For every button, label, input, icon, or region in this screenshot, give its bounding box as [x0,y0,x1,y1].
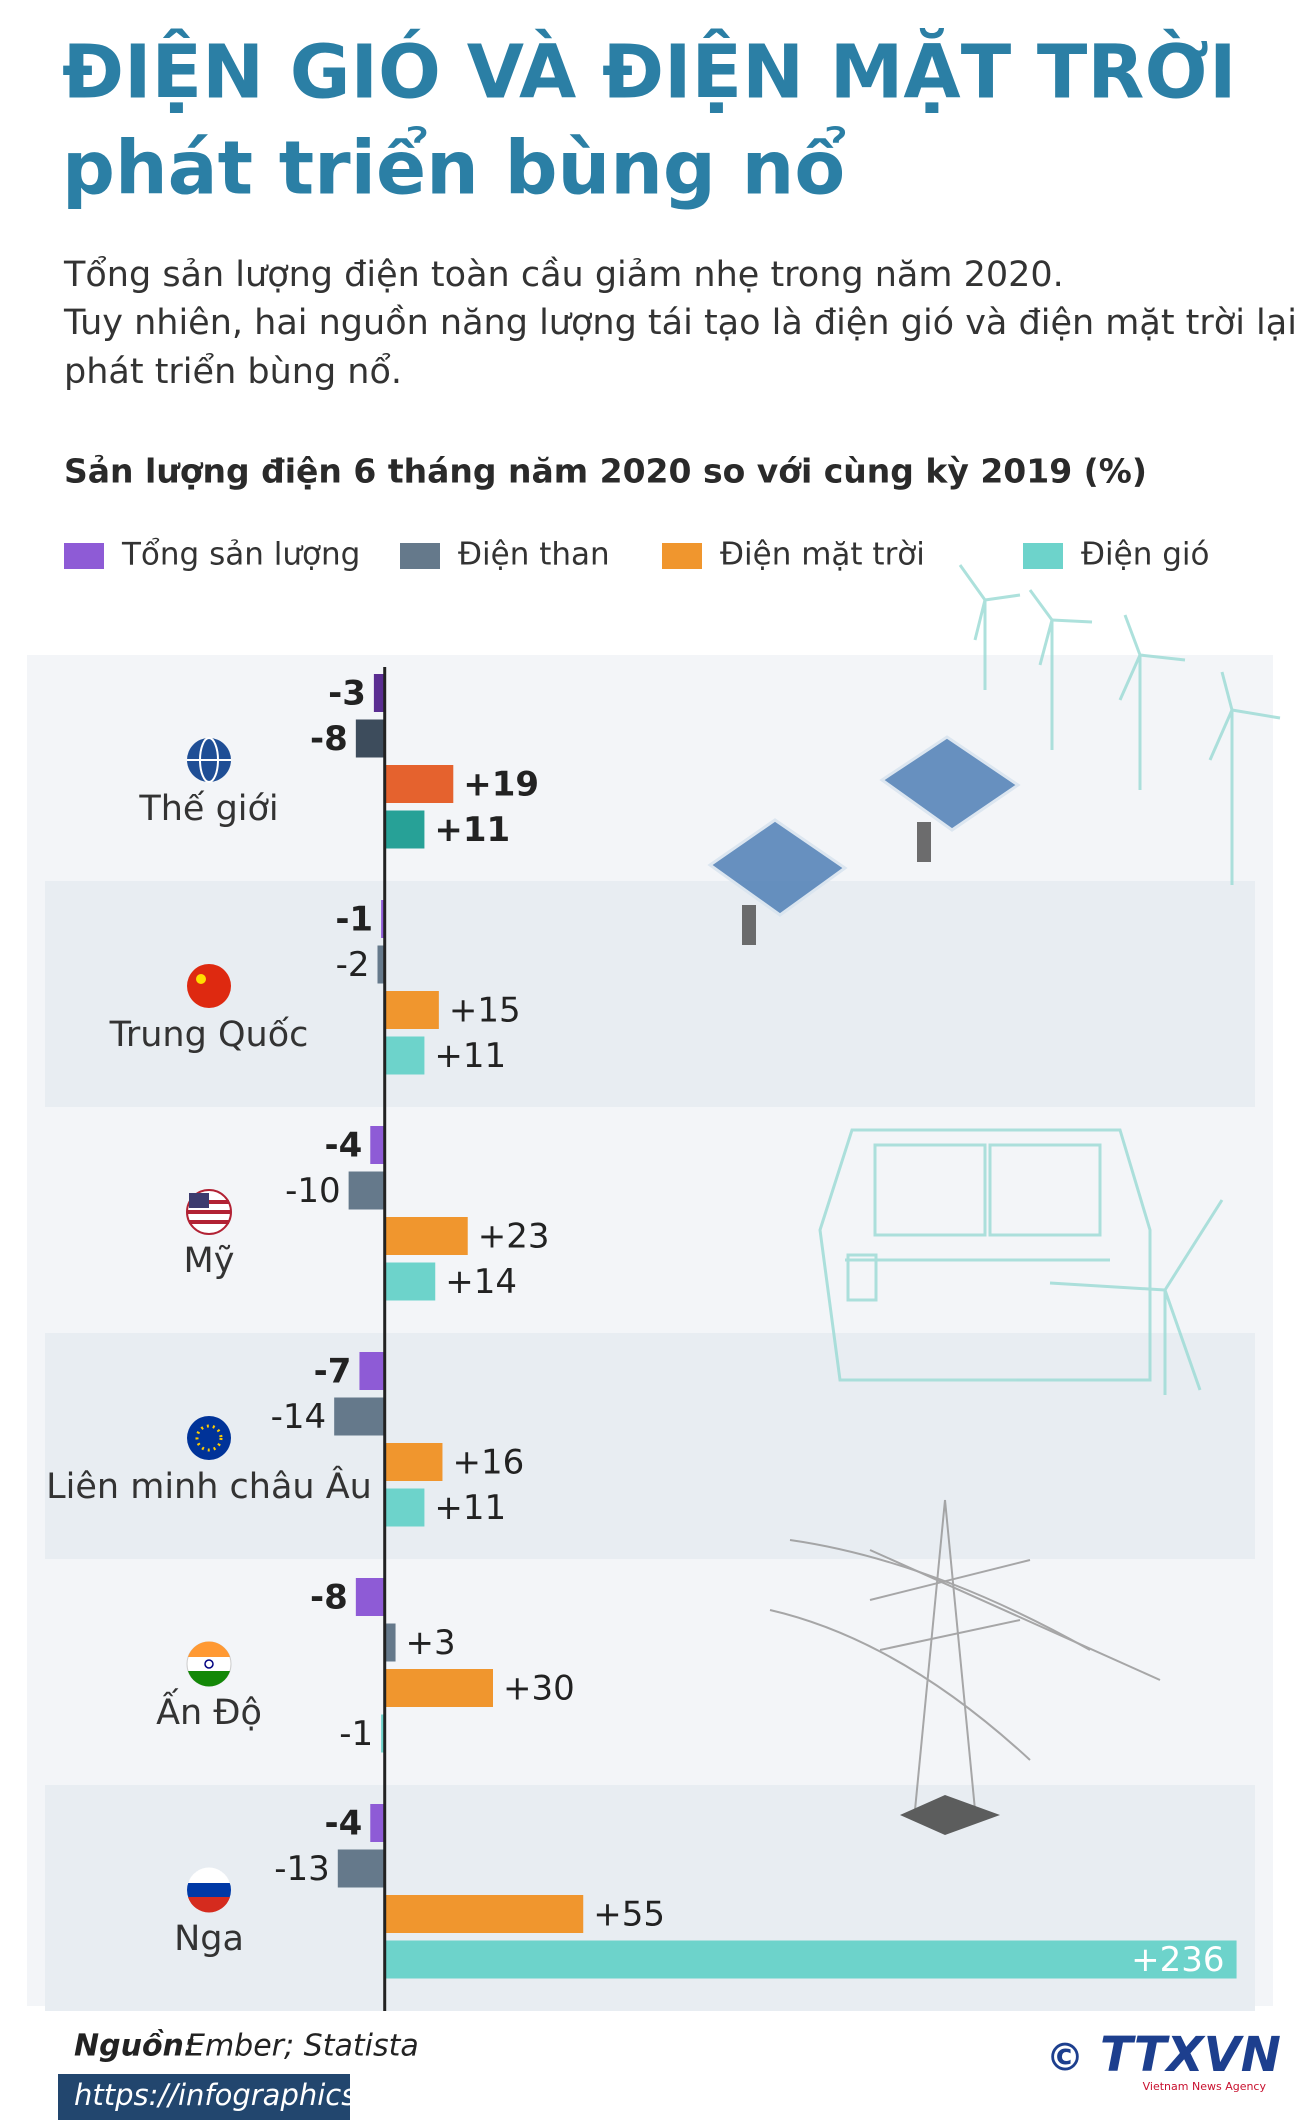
bar [355,719,385,758]
country-icons [186,737,232,1913]
source: Ember; Statista [186,2029,419,2064]
value-label: -14 [271,1397,327,1437]
band [45,1333,1255,1559]
bar [359,1352,385,1390]
legend-swatch [400,543,440,569]
title-line: phát triển bùng nổ [62,125,845,212]
category-label: Trung Quốc [109,1015,309,1055]
legend-label: Điện than [458,537,610,573]
value-label: +3 [406,1623,456,1663]
flag-icon [187,1416,231,1460]
bar [384,810,425,849]
legend-swatch [1023,543,1063,569]
bar [384,1669,493,1707]
copyright: © [1046,2036,1084,2080]
legend-label: Tổng sản lượng [121,537,360,573]
bar [337,1849,385,1888]
value-label: -7 [314,1352,352,1392]
category-label: Nga [174,1919,244,1959]
decoration [707,564,1281,1835]
bar [373,674,385,712]
bar [384,1488,425,1527]
value-label: +11 [434,810,510,850]
bands [45,881,1255,2011]
bar [381,900,385,938]
logo: TTXVN [1100,2027,1281,2083]
value-label: -1 [339,1714,373,1754]
value-label: +30 [503,1669,575,1709]
bar [355,1578,385,1616]
value-label: +19 [463,765,539,805]
bar [384,1623,396,1662]
url[interactable]: https://infographics.vn [74,2078,401,2112]
bar [384,1443,443,1481]
chart-title: Sản lượng điện 6 tháng năm 2020 so với c… [64,452,1147,491]
value-label: -3 [328,674,366,714]
description-line: Tổng sản lượng điện toàn cầu giảm nhẹ tr… [63,254,1064,295]
bar [384,1217,468,1255]
logo-tagline: Vietnam News Agency [1143,2080,1267,2093]
value-label: +55 [593,1895,665,1935]
value-label: +23 [478,1217,550,1257]
chart-background [27,655,1273,2006]
bar [334,1397,385,1436]
value-label: +16 [452,1443,524,1483]
value-label: -4 [324,1804,362,1844]
flag-icon [187,964,231,1008]
value-label: +11 [434,1488,506,1528]
value-label: +15 [449,991,521,1031]
bar [384,765,454,803]
value-label: -8 [310,719,348,759]
legend: Tổng sản lượng Điện than Điện mặt trời Điện… [64,537,1209,573]
legend-swatch [64,543,104,569]
bar [384,1262,436,1301]
value-label: -13 [274,1849,330,1889]
bar [384,991,439,1029]
title-line: ĐIỆN GIÓ VÀ ĐIỆN MẶT TRỜI [62,28,1237,116]
source-label: Nguồn: [74,2029,196,2064]
value-label: -8 [310,1578,348,1618]
value-label: +236 [1131,1940,1224,1980]
value-label: -10 [285,1171,341,1211]
value-label: +11 [434,1036,506,1076]
bar [384,1895,584,1933]
bar [370,1126,385,1164]
band [45,881,1255,1107]
plot: Thế giới -3 -8 +19 +11 Trung Quốc -1 -2 +15 +11 Mỹ… [46,667,1237,2011]
value-label: -1 [335,900,373,940]
bar [348,1171,385,1210]
bar [384,1036,425,1075]
category-label: Liên minh châu Âu [46,1465,372,1507]
category-label: Ấn Độ [156,1687,262,1733]
value-label: +14 [445,1262,517,1302]
bar [384,1940,1237,1979]
legend-label: Điện mặt trời [720,537,925,573]
description-line: Tuy nhiên, hai nguồn năng lượng tái tạo … [63,303,1297,343]
bar [381,1714,385,1753]
value-label: -2 [336,945,370,985]
bar [370,1804,385,1842]
category-label: Mỹ [184,1241,235,1281]
legend-label: Điện gió [1081,537,1209,573]
legend-swatch [662,543,702,569]
value-label: -4 [324,1126,362,1166]
url-bar [58,2074,350,2120]
description-line: phát triển bùng nổ. [64,351,402,392]
category-label: Thế giới [138,789,278,829]
bar [377,945,385,984]
